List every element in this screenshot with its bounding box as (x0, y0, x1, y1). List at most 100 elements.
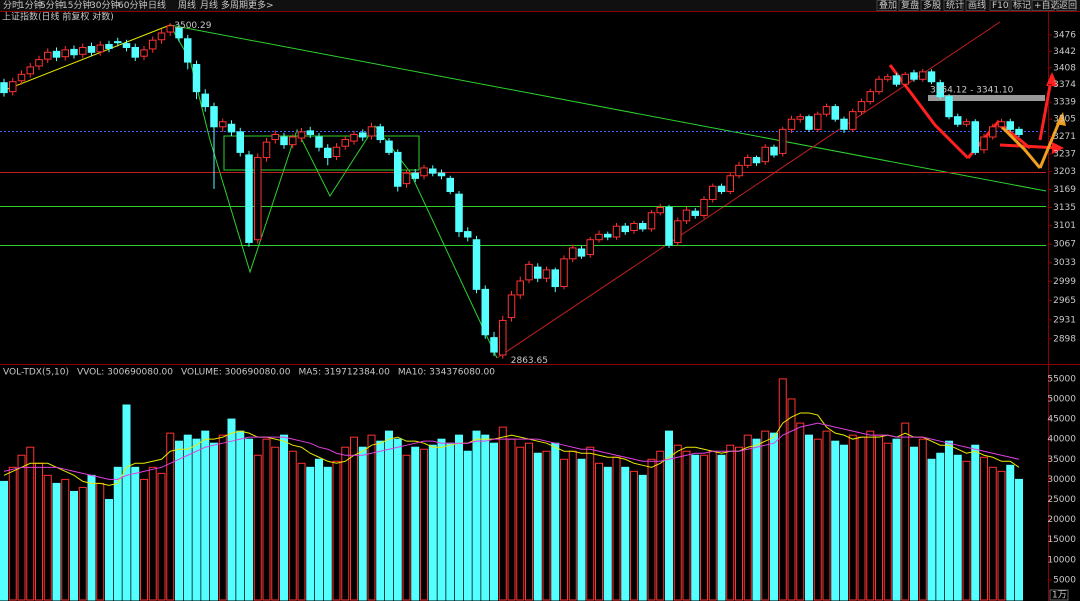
volume-bar (236, 430, 245, 601)
candle-body (192, 63, 201, 93)
volume-bar (988, 466, 997, 601)
volume-bar (787, 398, 796, 601)
candle-body (1015, 128, 1023, 135)
volume-bar (17, 454, 26, 601)
candle-body (989, 126, 997, 138)
candle-body (936, 82, 944, 98)
volume-bar (26, 446, 35, 601)
moving-average-line (3, 412, 1020, 486)
toolbar-box (1031, 0, 1055, 11)
candle-body (595, 233, 603, 241)
toolbar-box (898, 0, 919, 11)
volume-bar (315, 458, 323, 601)
toolbar-button[interactable]: 叠加 (879, 0, 897, 11)
volume-bar (420, 448, 428, 601)
candle-body (499, 319, 507, 356)
candle-body (971, 121, 979, 153)
volume-bar (455, 434, 463, 601)
candle-body (805, 116, 813, 130)
toolbar-button[interactable]: 月线 (200, 0, 218, 11)
volume-bar (472, 430, 481, 601)
volume-bar (945, 440, 953, 601)
toolbar-button[interactable]: 1分钟 (19, 0, 43, 11)
volume-bar (857, 436, 866, 601)
candle-body (726, 175, 734, 193)
toolbar-button[interactable]: 日线 (148, 0, 166, 11)
candle-body (166, 25, 174, 33)
volume-bar (560, 458, 568, 601)
toolbar-button[interactable]: 多周期 (221, 0, 248, 11)
indicator-label: VOL-TDX(5,10) (3, 368, 69, 378)
volume-bar (621, 466, 630, 601)
y-tick-label: 3203 (1053, 167, 1076, 177)
volume-bar (980, 456, 988, 601)
y-tick-label: 15000 (1047, 535, 1076, 545)
candle-body (271, 133, 279, 141)
toolbar-button[interactable]: 更多> (248, 0, 274, 11)
volume-bar (192, 438, 201, 601)
volume-bar (297, 462, 306, 601)
candle-body (219, 121, 227, 128)
drawn-lines (0, 21, 1066, 359)
candle-body (332, 146, 341, 158)
candle-body (262, 141, 271, 159)
volume-bar (140, 478, 148, 601)
toolbar-button[interactable]: 标记 (1013, 0, 1031, 11)
y-tick-label: 3135 (1053, 203, 1076, 213)
toolbar-button[interactable]: 分时 (3, 0, 21, 11)
y-tick-label: 30000 (1047, 475, 1076, 485)
volume-bar (717, 454, 726, 601)
toolbar-button[interactable]: 60分钟 (118, 0, 147, 11)
candle-body (997, 121, 1006, 128)
candle-body (341, 139, 349, 147)
candle-body (761, 146, 769, 163)
y-tick-label: 3339 (1053, 98, 1076, 108)
candle-body (280, 136, 288, 146)
toolbar-button[interactable]: 15分钟 (62, 0, 91, 11)
candle-body (455, 193, 463, 233)
volume-bar (918, 438, 927, 601)
toolbar-button[interactable]: 复盘 (901, 0, 919, 11)
toolbar-button[interactable]: +自选 (1034, 0, 1060, 11)
toolbar-button[interactable]: 周线 (178, 0, 196, 11)
toolbar-button[interactable]: 多股 (923, 0, 941, 11)
volume-bar (498, 426, 507, 601)
volume-bar (8, 466, 17, 601)
volume-bar (910, 446, 918, 601)
volume-bar (437, 438, 446, 601)
toolbar-box (943, 0, 964, 11)
range-box (223, 135, 420, 171)
volume-bar (43, 474, 52, 601)
candle-body (359, 132, 367, 138)
toolbar-button[interactable]: 统计 (946, 0, 964, 11)
candle-body (849, 111, 857, 130)
candle-body (604, 233, 612, 238)
toolbar-button[interactable]: 返回 (1059, 0, 1077, 11)
volume-bar (638, 474, 647, 601)
toolbar-button[interactable]: 画线 (968, 0, 986, 11)
y-tick-label: 2898 (1053, 334, 1076, 344)
moving-average-line (3, 422, 1020, 480)
volume-bar (288, 450, 297, 601)
volume-bar (586, 446, 595, 601)
candle-body (621, 225, 629, 233)
volume-bar (385, 430, 393, 601)
candle-body (131, 46, 139, 58)
toolbar-button[interactable]: F10 (992, 1, 1009, 11)
volume-bar (61, 478, 70, 601)
trend-line (169, 24, 1047, 192)
volume-bar (393, 438, 402, 601)
indicator-label: VVOL: 300690080.00 (77, 368, 173, 378)
candle-body (910, 72, 918, 80)
volume-bar (402, 454, 411, 601)
candle-body (105, 44, 113, 49)
candle-body (79, 46, 87, 55)
toolbar-button[interactable]: 30分钟 (90, 0, 119, 11)
volume-bar (542, 450, 551, 601)
candle-body (630, 223, 638, 232)
candle-body (245, 154, 253, 243)
candle-body (831, 106, 839, 120)
volume-bar (516, 446, 525, 601)
toolbar-button[interactable]: 5分钟 (40, 0, 64, 11)
